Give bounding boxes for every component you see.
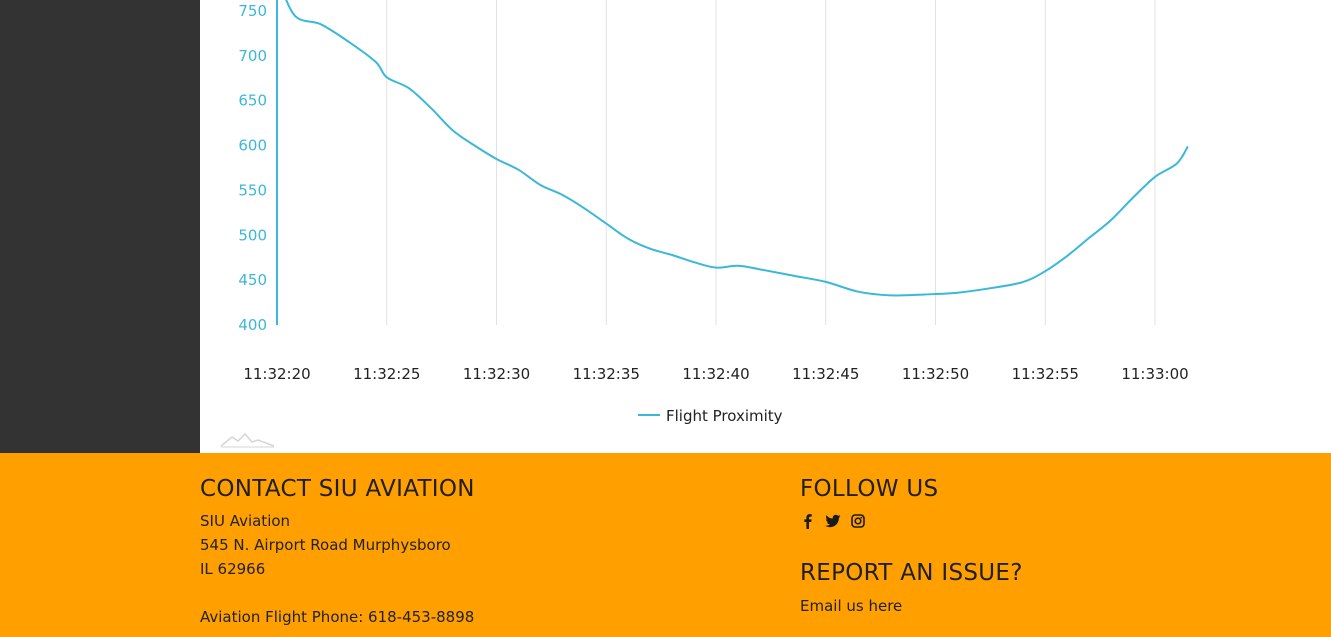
org-name: SIU Aviation	[200, 512, 291, 530]
y-tick-label: 400	[238, 316, 267, 334]
x-tick-label: 11:32:25	[353, 365, 420, 383]
chart-panel: 400 450 500 550 600 650 700 750 11:32:20 11:32:2…	[200, 0, 1331, 453]
y-tick-label: 650	[238, 92, 267, 110]
x-tick-label: 11:32:20	[243, 365, 310, 383]
email-prefix: Email us	[800, 597, 869, 615]
address-line-2: IL 62966	[200, 560, 266, 578]
report-heading: REPORT AN ISSUE?	[800, 560, 1023, 586]
series-line-flight-proximity	[277, 0, 1188, 296]
y-tick-label: 700	[238, 47, 267, 65]
contact-heading: CONTACT SIU AVIATION	[200, 476, 475, 502]
twitter-icon[interactable]	[825, 513, 841, 529]
email-line: Email us here	[800, 597, 902, 615]
x-tick-label: 11:32:30	[463, 365, 530, 383]
x-tick-label: 11:32:45	[792, 365, 859, 383]
site-footer: CONTACT SIU AVIATION SIU Aviation 545 N.…	[0, 453, 1331, 637]
y-tick-label: 550	[238, 181, 267, 199]
sidebar	[0, 0, 200, 453]
chart-loading-icon	[220, 432, 275, 448]
facebook-icon[interactable]	[800, 513, 816, 529]
x-tick-label: 11:32:35	[573, 365, 640, 383]
social-links	[800, 513, 866, 529]
email-link[interactable]: here	[868, 597, 903, 615]
y-tick-label: 750	[238, 2, 267, 20]
x-tick-label: 11:33:00	[1121, 365, 1188, 383]
y-tick-label: 600	[238, 137, 267, 155]
phone-line: Aviation Flight Phone: 618-453-8898	[200, 608, 475, 626]
x-tick-label: 11:32:50	[902, 365, 969, 383]
follow-heading: FOLLOW US	[800, 476, 939, 502]
y-tick-label: 450	[238, 271, 267, 289]
x-tick-label: 11:32:55	[1012, 365, 1079, 383]
flight-proximity-chart: 400 450 500 550 600 650 700 750 11:32:20 11:32:2…	[220, 0, 1331, 448]
address-line-1: 545 N. Airport Road Murphysboro	[200, 536, 451, 554]
legend-label-flight-proximity: Flight Proximity	[666, 407, 783, 425]
instagram-icon[interactable]	[850, 513, 866, 529]
x-tick-label: 11:32:40	[682, 365, 749, 383]
chart-legend[interactable]: Flight Proximity	[638, 407, 783, 425]
y-tick-label: 500	[238, 226, 267, 244]
